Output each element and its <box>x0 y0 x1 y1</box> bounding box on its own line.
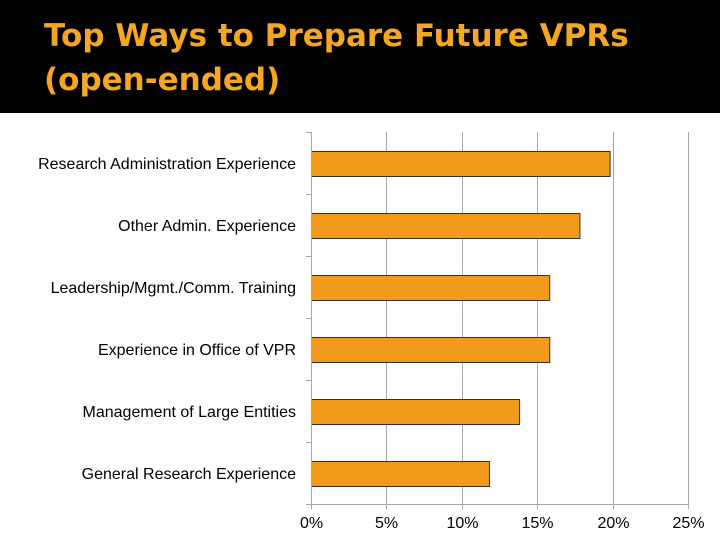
category-label: Other Admin. Experience <box>118 218 296 235</box>
x-tick-label: 5% <box>375 515 398 532</box>
gridlines <box>386 132 689 504</box>
bar <box>311 337 551 363</box>
bars <box>311 151 611 487</box>
bar <box>311 461 490 487</box>
labels: 0% 5% 10% 15% 20% 25% Research Administration … <box>38 156 704 532</box>
x-tick-label: 10% <box>446 515 478 532</box>
title-bar <box>0 0 720 113</box>
category-label: Research Administration Experience <box>38 156 296 173</box>
bar <box>311 213 581 239</box>
category-label: Leadership/Mgmt./Comm. Training <box>51 280 296 297</box>
x-tick-label: 20% <box>597 515 629 532</box>
category-label: General Research Experience <box>82 466 296 483</box>
slide-title-line2: (open-ended) <box>44 62 281 98</box>
slide-title: Top Ways to Prepare Future VPRs (open-en… <box>44 14 704 102</box>
bar <box>311 399 521 425</box>
x-tick-label: 0% <box>300 515 323 532</box>
axes <box>306 132 689 509</box>
category-label: Experience in Office of VPR <box>98 342 296 359</box>
x-tick-label: 15% <box>521 515 553 532</box>
bar <box>311 151 611 177</box>
slide-title-line1: Top Ways to Prepare Future VPRs <box>44 18 629 54</box>
category-label: Management of Large Entities <box>83 404 296 421</box>
bar-chart: 0% 5% 10% 15% 20% 25% Research Administration … <box>38 132 705 532</box>
bar <box>311 275 551 301</box>
x-tick-label: 25% <box>672 515 704 532</box>
